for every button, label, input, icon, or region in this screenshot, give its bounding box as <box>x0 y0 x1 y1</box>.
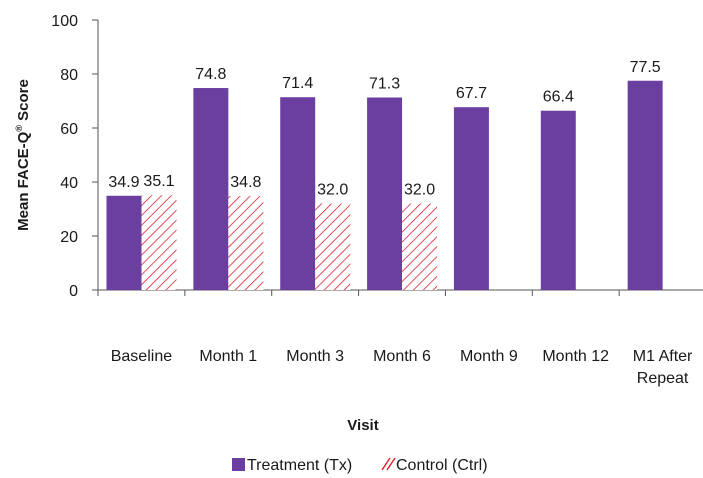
x-ticks-group: Baseline Month 1 Month 3 Month 6 Month 9 Mont… <box>97 290 693 387</box>
value-label-treatment-6: 77.5 <box>630 59 661 76</box>
x-tick-label-3: Month 6 <box>373 348 431 365</box>
bar-control-0 <box>141 195 177 290</box>
bar-treatment-1 <box>193 88 229 290</box>
x-tick-label-6: M1 After Repeat <box>633 348 693 387</box>
value-label-control-1: 34.8 <box>230 174 261 191</box>
value-label-treatment-3: 71.3 <box>369 75 400 92</box>
x-tick-label-6-line-0: M1 After <box>633 348 693 365</box>
legend-swatch-treatment <box>232 458 245 471</box>
x-tick-label-2: Month 3 <box>286 348 344 365</box>
value-label-treatment-5: 66.4 <box>543 89 574 106</box>
value-label-control-0: 35.1 <box>143 173 174 190</box>
bar-treatment-6 <box>627 80 663 290</box>
x-tick-label-4: Month 9 <box>460 348 518 365</box>
value-label-treatment-1: 74.8 <box>195 66 226 83</box>
y-tick-label-2: 40 <box>60 175 78 192</box>
x-tick-label-1: Month 1 <box>199 348 257 365</box>
bar-treatment-2 <box>280 97 316 290</box>
legend-swatch-control <box>381 457 396 471</box>
value-label-control-3: 32.0 <box>404 182 435 199</box>
bar-treatment-0 <box>106 195 142 290</box>
y-axis-title-tail: Score <box>15 79 32 125</box>
x-tick-label-0: Baseline <box>111 348 172 365</box>
value-label-treatment-4: 67.7 <box>456 85 487 102</box>
x-tick-label-4-line-0: Month 9 <box>460 348 518 365</box>
y-tick-label-0: 0 <box>69 283 78 300</box>
x-tick-label-0-line-0: Baseline <box>111 348 172 365</box>
value-label-control-2: 32.0 <box>317 182 348 199</box>
value-labels-group: 34.9 35.1 74.8 34.8 71.4 32.0 71.3 32.0 67.7 66.4… <box>108 59 660 199</box>
y-axis-title-main: Mean FACE-Q <box>15 131 32 231</box>
value-label-treatment-0: 34.9 <box>108 174 139 191</box>
value-label-treatment-2: 71.4 <box>282 75 313 92</box>
x-tick-label-1-line-0: Month 1 <box>199 348 257 365</box>
bar-treatment-4 <box>453 107 489 291</box>
y-axis-title-registered-mark: ® <box>14 125 24 132</box>
x-tick-label-2-line-0: Month 3 <box>286 348 344 365</box>
y-tick-label-5: 100 <box>51 13 78 30</box>
bar-control-2 <box>315 203 351 290</box>
bar-control-3 <box>402 203 438 290</box>
bar-control-1 <box>228 196 264 290</box>
y-tick-label-1: 20 <box>60 229 78 246</box>
y-tick-label-4: 80 <box>60 67 78 84</box>
y-ticks-group: 0 20 40 60 80 100 <box>51 13 98 300</box>
legend-label-control: Control (Ctrl) <box>396 457 488 474</box>
y-tick-label-3: 60 <box>60 121 78 138</box>
y-axis-title: Mean FACE-Q® Score <box>14 79 32 231</box>
bar-treatment-3 <box>367 97 403 291</box>
x-tick-label-5: Month 12 <box>542 348 609 365</box>
bars-group <box>106 80 663 291</box>
bar-treatment-5 <box>540 110 576 290</box>
x-tick-label-3-line-0: Month 6 <box>373 348 431 365</box>
legend-label-treatment: Treatment (Tx) <box>247 457 352 474</box>
x-tick-label-6-line-1: Repeat <box>637 370 689 387</box>
legend: Treatment (Tx) Control (Ctrl) <box>232 457 488 474</box>
x-tick-label-5-line-0: Month 12 <box>542 348 609 365</box>
x-axis-title: Visit <box>347 417 378 434</box>
